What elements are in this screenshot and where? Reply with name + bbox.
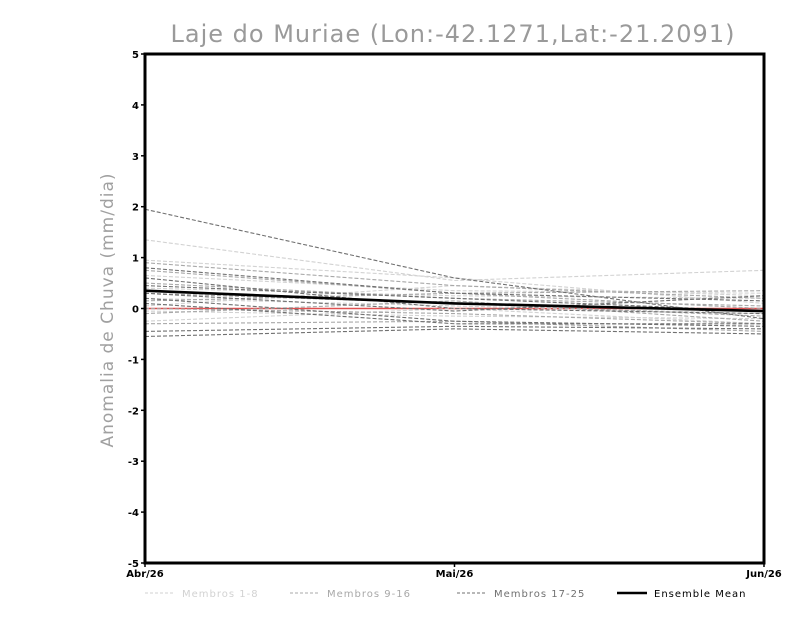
y-tick-label: -3 bbox=[128, 457, 139, 468]
legend-label: Ensemble Mean bbox=[654, 589, 746, 600]
legend: Membros 1-8 Membros 9-16 Membros 17-25 Ense… bbox=[145, 589, 746, 600]
series-layer bbox=[144, 208, 765, 338]
series-line-member-10 bbox=[144, 269, 765, 294]
x-tick-label: Abr/26 bbox=[126, 569, 163, 580]
series-line-member-13 bbox=[144, 292, 765, 310]
y-tick-label: -4 bbox=[128, 508, 139, 519]
y-tick-label: 2 bbox=[132, 203, 139, 214]
x-tick-label: Jun/26 bbox=[745, 569, 782, 580]
y-tick-label: -2 bbox=[128, 406, 139, 417]
series-line-member-4 bbox=[144, 287, 765, 299]
y-axis-label: Anomalia de Chuva (mm/dia) bbox=[98, 172, 118, 447]
series-line-member-8 bbox=[144, 307, 765, 325]
axis-layer: -5 -4 -3 -2 -1 0 1 2 3 4 5 Abr/26 Mai/26 Jun/26 bbox=[126, 50, 782, 580]
series-line-member-16 bbox=[144, 320, 765, 332]
series-line-member-20 bbox=[144, 285, 765, 312]
series-line-member-18 bbox=[144, 267, 765, 302]
y-tick-label: -5 bbox=[128, 559, 139, 570]
chart-title: Laje do Muriae (Lon:-42.1271,Lat:-21.209… bbox=[171, 20, 736, 48]
legend-label: Membros 1-8 bbox=[182, 589, 259, 600]
series-line-member-9 bbox=[144, 262, 765, 299]
series-line-member-25 bbox=[144, 328, 765, 338]
y-tick-label: 3 bbox=[132, 152, 139, 163]
series-line-member-5 bbox=[144, 297, 765, 315]
y-tick-label: 5 bbox=[132, 50, 139, 61]
y-tick-label: 0 bbox=[132, 305, 139, 316]
series-line-member-21 bbox=[144, 292, 765, 312]
series-line-member-15 bbox=[144, 300, 765, 322]
legend-label: Membros 9-16 bbox=[327, 589, 411, 600]
series-line-member-2 bbox=[144, 259, 765, 304]
series-line-member-7 bbox=[144, 310, 765, 320]
y-tick-label: 1 bbox=[132, 254, 139, 265]
series-line-member-23 bbox=[144, 302, 764, 325]
y-tick-label: 4 bbox=[132, 101, 139, 112]
y-tick-label: -1 bbox=[128, 355, 139, 366]
series-line-member-1 bbox=[144, 239, 765, 282]
legend-label: Membros 17-25 bbox=[494, 589, 585, 600]
plot-frame bbox=[143, 52, 766, 565]
x-tick-label: Mai/26 bbox=[436, 569, 474, 580]
series-line-member-22 bbox=[144, 297, 765, 327]
series-line-member-17 bbox=[144, 208, 765, 320]
series-line-member-19 bbox=[144, 277, 765, 315]
series-line-member-24 bbox=[144, 325, 765, 332]
series-line-ensemble-mean bbox=[144, 289, 765, 313]
